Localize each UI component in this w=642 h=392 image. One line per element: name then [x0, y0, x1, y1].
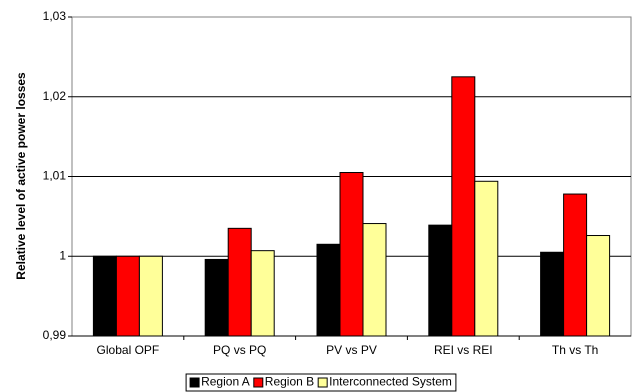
- bar-interconnected-system: [138, 255, 163, 337]
- y-tick-label: 1: [59, 248, 66, 262]
- bar-region-b: [451, 76, 476, 337]
- legend-label: Interconnected System: [329, 375, 452, 389]
- y-tick-label: 0,99: [43, 328, 67, 342]
- legend-label: Region B: [265, 375, 314, 389]
- bar-region-b: [227, 227, 252, 337]
- bar-region-a: [316, 243, 341, 337]
- bar-region-b: [339, 172, 364, 337]
- bar-interconnected-system: [250, 250, 275, 337]
- bar-region-b: [563, 193, 588, 337]
- legend-swatch: [253, 377, 264, 388]
- y-axis-label: Relative level of active power losses: [14, 72, 28, 280]
- bar-region-a: [92, 255, 117, 337]
- y-tick-label: 1,02: [43, 89, 67, 103]
- legend-swatch: [317, 377, 328, 388]
- x-category-label: Th vs Th: [552, 343, 598, 357]
- legend-label: Region A: [201, 375, 250, 389]
- y-tick-label: 1,03: [43, 9, 67, 23]
- y-axis: 0,99 1 1,01 1,02 1,03: [43, 9, 72, 342]
- bar-region-a: [428, 224, 453, 337]
- bar-region-a: [540, 251, 565, 337]
- x-category-label: REI vs REI: [434, 343, 493, 357]
- bars: [92, 76, 611, 337]
- bar-interconnected-system: [586, 235, 611, 337]
- legend-swatch: [189, 377, 200, 388]
- bar-region-b: [115, 255, 140, 337]
- bar-region-a: [204, 258, 229, 337]
- legend: Region A Region B Interconnected System: [185, 373, 457, 392]
- bar-interconnected-system: [362, 223, 387, 337]
- x-category-label: PV vs PV: [326, 343, 377, 357]
- bar-interconnected-system: [474, 180, 499, 337]
- y-tick-label: 1,01: [43, 169, 67, 183]
- x-category-label: Global OPF: [97, 343, 160, 357]
- x-category-label: PQ vs PQ: [213, 343, 266, 357]
- x-axis: Global OPF PQ vs PQ PV vs PV REI vs REI Th v…: [72, 335, 631, 357]
